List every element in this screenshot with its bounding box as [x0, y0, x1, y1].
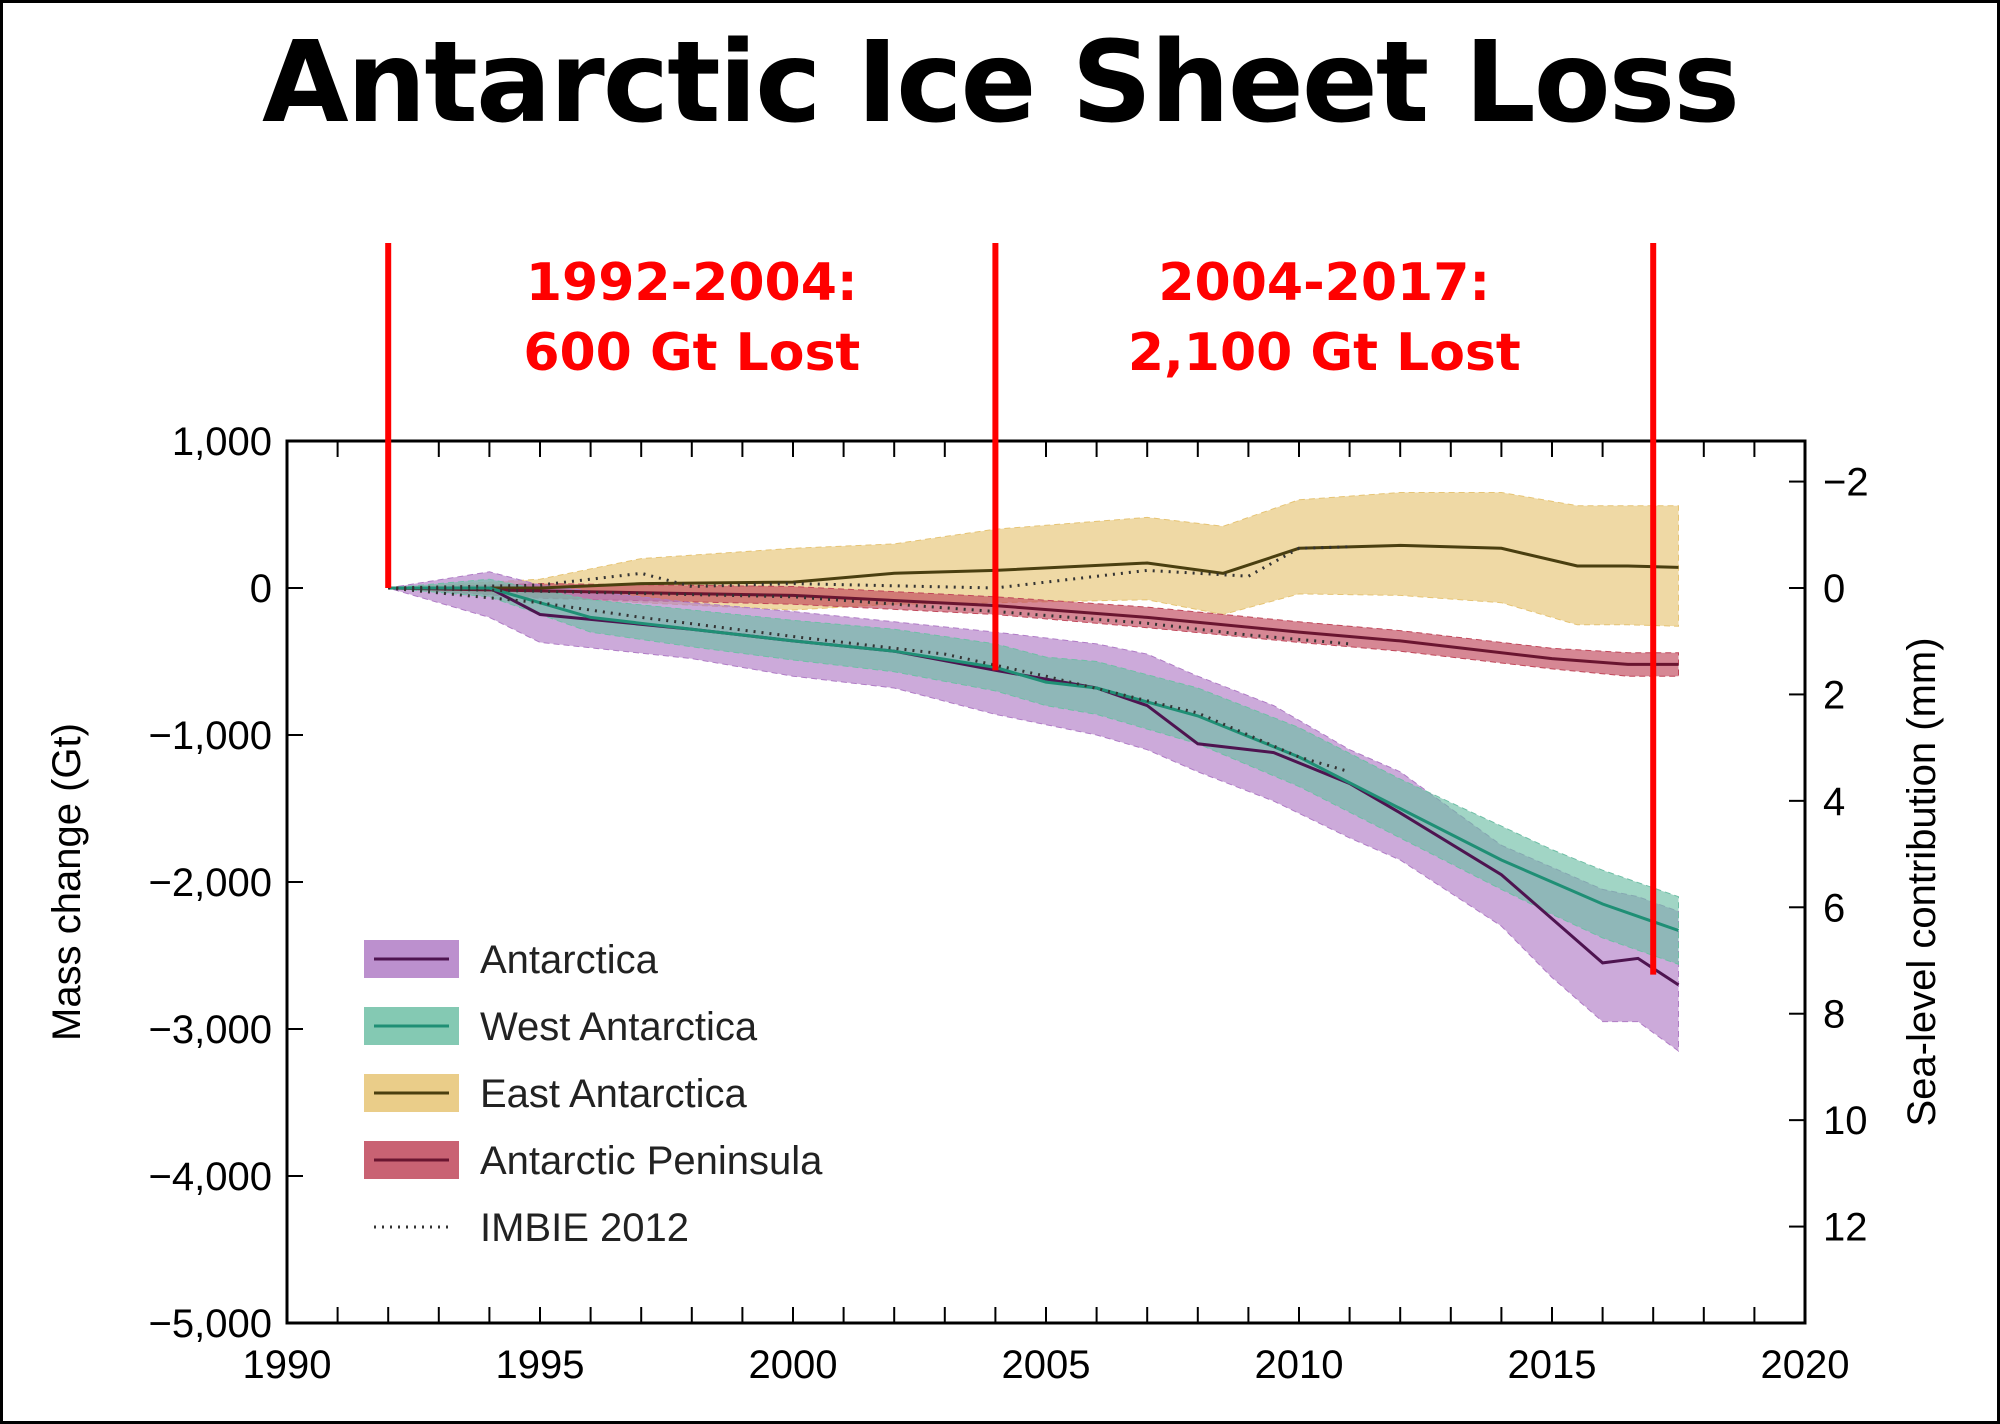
imbie-2012-line-1 — [388, 586, 1351, 774]
annotations: 1992-2004: 600 Gt Lost 2004-2017: 2,100 Gt … — [385, 243, 1657, 975]
y2-tick-label: 4 — [1823, 780, 1845, 824]
legend-label: IMBIE 2012 — [480, 1206, 689, 1250]
y-tick-label: −5,000 — [149, 1302, 272, 1346]
legend-label: West Antarctica — [480, 1005, 758, 1049]
legend-label: East Antarctica — [480, 1072, 748, 1116]
y-tick-label: −1,000 — [149, 714, 272, 758]
annotation-label: 2004-2017: — [1158, 253, 1490, 313]
line-west-antarctica — [388, 586, 1679, 932]
x-tick-label: 1990 — [243, 1343, 332, 1387]
band-west-antarctica — [388, 578, 1679, 966]
annotation-label: 1992-2004: — [526, 253, 858, 313]
y2-tick-label: 12 — [1823, 1206, 1868, 1250]
y2-tick-label: 8 — [1823, 993, 1845, 1037]
y-tick-label: −4,000 — [149, 1155, 272, 1199]
x-tick-label: 2010 — [1255, 1343, 1344, 1387]
x-tick-label: 2005 — [1002, 1343, 1091, 1387]
legend-label: Antarctica — [480, 938, 659, 982]
imbie-2012-line-2 — [388, 586, 1350, 646]
y2-tick-label: 10 — [1823, 1099, 1868, 1143]
chart-title: Antarctic Ice Sheet Loss — [262, 18, 1740, 148]
y2-axis-label: Sea-level contribution (mm) — [1900, 637, 1944, 1126]
y2-tick-label: 0 — [1823, 567, 1845, 611]
y-tick-label: −3,000 — [149, 1008, 272, 1052]
y2-tick-label: 6 — [1823, 886, 1845, 930]
y2-tick-label: −2 — [1823, 461, 1869, 505]
series-lines — [388, 543, 1680, 987]
y-tick-label: 1,000 — [172, 420, 272, 464]
annotation-label: 2,100 Gt Lost — [1128, 323, 1521, 383]
x-tick-label: 2000 — [749, 1343, 838, 1387]
x-tick-label: 1995 — [496, 1343, 585, 1387]
y2-tick-label: 2 — [1823, 673, 1845, 717]
line-antarctic-peninsula — [388, 586, 1679, 666]
y-axis-label: Mass change (Gt) — [45, 723, 89, 1041]
y-tick-label: −2,000 — [149, 861, 272, 905]
legend: Antarctica West Antarctica East Antarctica… — [364, 938, 823, 1250]
y-tick-label: 0 — [250, 567, 272, 611]
legend-label: Antarctic Peninsula — [480, 1139, 823, 1183]
axes: 1990 1995 2000 2005 2010 2015 20201,0000−1,000… — [149, 420, 1869, 1387]
x-tick-label: 2020 — [1761, 1343, 1850, 1387]
line-east-antarctica — [388, 543, 1679, 590]
annotation-label: 600 Gt Lost — [523, 323, 860, 383]
x-tick-label: 2015 — [1508, 1343, 1597, 1387]
